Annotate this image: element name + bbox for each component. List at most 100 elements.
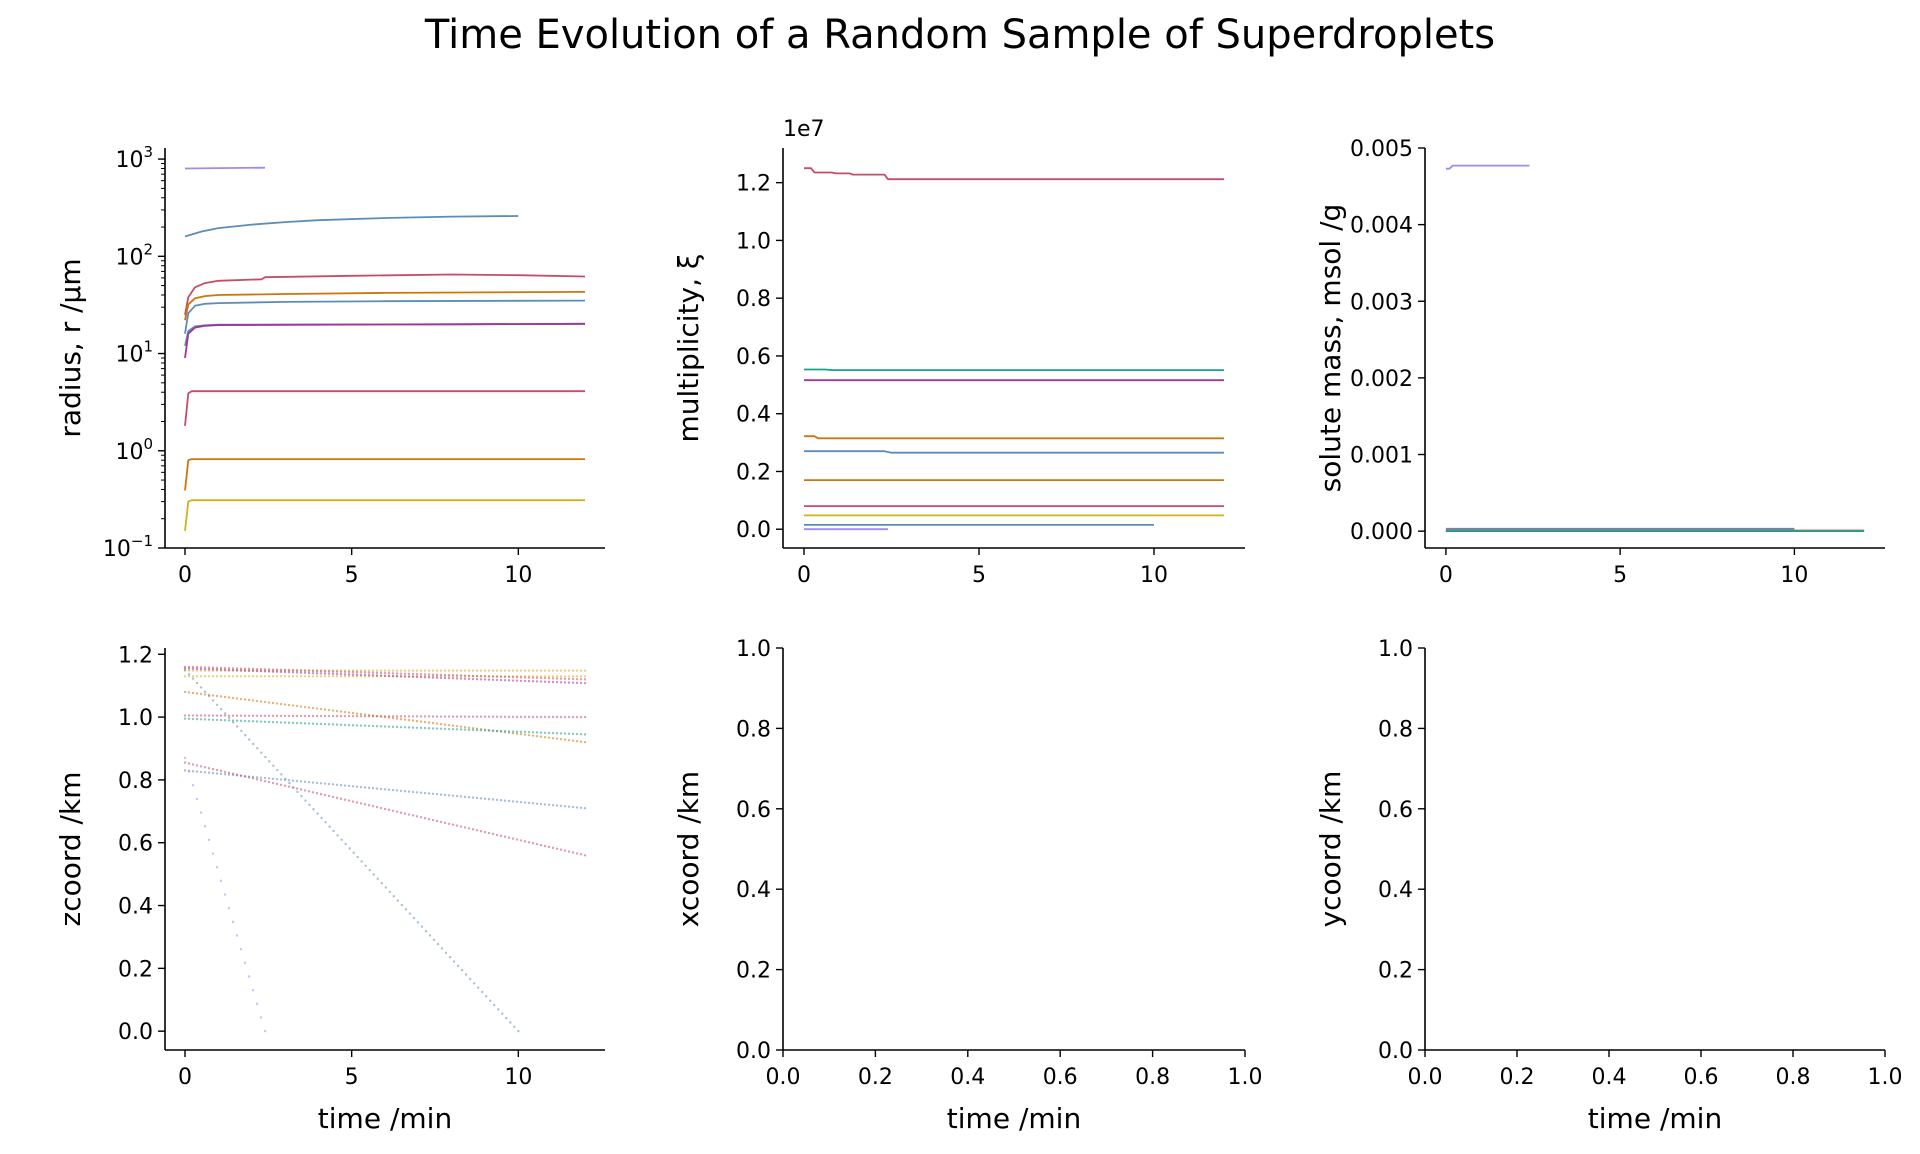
data-point	[403, 715, 407, 718]
series-9-line	[184, 499, 585, 532]
data-point	[299, 675, 303, 678]
y-tick-label: 0.8	[1378, 717, 1413, 742]
data-point	[207, 668, 211, 671]
data-point	[203, 771, 207, 774]
data-point	[211, 675, 215, 678]
data-point	[239, 947, 243, 951]
data-point	[244, 734, 247, 737]
data-point	[295, 669, 299, 672]
data-point	[483, 669, 487, 672]
data-point	[416, 921, 420, 924]
data-point	[575, 852, 579, 855]
data-point	[419, 720, 423, 723]
data-point	[452, 960, 456, 963]
data-point	[263, 779, 267, 783]
data-point	[187, 714, 191, 717]
data-point	[363, 713, 367, 716]
data-point	[215, 666, 219, 670]
data-point	[531, 676, 535, 679]
data-point	[243, 714, 247, 717]
data-point	[515, 730, 519, 733]
data-point	[459, 795, 463, 798]
tick-exponent: −1	[131, 532, 153, 550]
y-tick-label: 0.2	[736, 460, 771, 485]
data-point	[227, 719, 231, 722]
y-tick-label: 1.0	[118, 706, 153, 731]
data-point	[447, 723, 451, 727]
data-point	[432, 938, 436, 941]
data-point	[343, 675, 347, 678]
data-point	[507, 679, 511, 682]
data-point	[271, 781, 275, 785]
data-point	[203, 825, 207, 828]
data-point	[199, 667, 203, 671]
data-point	[428, 934, 432, 937]
data-point	[271, 668, 275, 671]
data-point	[427, 727, 431, 730]
data-point	[499, 715, 503, 718]
data-point	[183, 717, 187, 720]
data-point	[451, 715, 455, 718]
data-point	[371, 804, 375, 808]
data-point	[231, 920, 235, 924]
data-point	[283, 784, 287, 787]
data-point	[535, 669, 539, 672]
data-point	[476, 986, 480, 989]
data-point	[539, 843, 543, 847]
data-point	[335, 670, 339, 673]
data-point	[531, 802, 535, 805]
data-point	[207, 675, 211, 678]
data-point	[535, 715, 539, 719]
data-point	[312, 808, 315, 811]
data-point	[547, 736, 551, 739]
data-point	[487, 729, 491, 732]
data-point	[443, 715, 447, 718]
data-point	[391, 716, 395, 720]
data-point	[463, 674, 467, 677]
data-point	[243, 675, 247, 678]
data-point	[451, 794, 455, 797]
data-point	[555, 680, 559, 684]
x-tick-label: 10	[504, 1065, 532, 1090]
data-point	[331, 795, 335, 799]
data-point	[387, 725, 391, 728]
data-point	[319, 782, 323, 785]
data-point	[223, 675, 227, 678]
y-tick-label: 0.8	[736, 287, 771, 312]
data-point	[359, 724, 363, 727]
data-point	[211, 767, 215, 771]
data-point	[311, 722, 315, 725]
data-point	[431, 792, 435, 796]
data-point	[199, 770, 203, 774]
y-tick-label: 0.8	[736, 717, 771, 742]
data-point	[227, 771, 231, 775]
data-point	[567, 850, 571, 853]
data-point	[559, 848, 563, 851]
data-point	[547, 677, 551, 680]
data-point	[339, 710, 343, 713]
data-point	[339, 797, 343, 800]
data-point	[227, 668, 231, 672]
data-point	[407, 813, 411, 816]
data-point	[392, 895, 396, 898]
data-point	[503, 679, 507, 682]
data-point	[307, 675, 311, 678]
data-point	[559, 677, 563, 680]
series-6-line	[184, 322, 586, 359]
x-tick-label: 0.8	[1776, 1065, 1811, 1090]
data-point	[535, 676, 539, 680]
data-point	[351, 675, 355, 678]
data-point	[551, 731, 555, 735]
data-point	[263, 714, 267, 718]
data-point	[279, 702, 283, 706]
data-point	[359, 669, 363, 672]
data-point	[355, 724, 359, 727]
data-point	[319, 792, 323, 796]
x-tick-label: 1.0	[1228, 1065, 1263, 1090]
data-point	[199, 714, 203, 717]
x-tick-label: 0	[178, 1065, 192, 1090]
data-point	[355, 714, 359, 718]
data-point	[447, 822, 451, 825]
x-tick-label: 1.0	[1868, 1065, 1903, 1090]
